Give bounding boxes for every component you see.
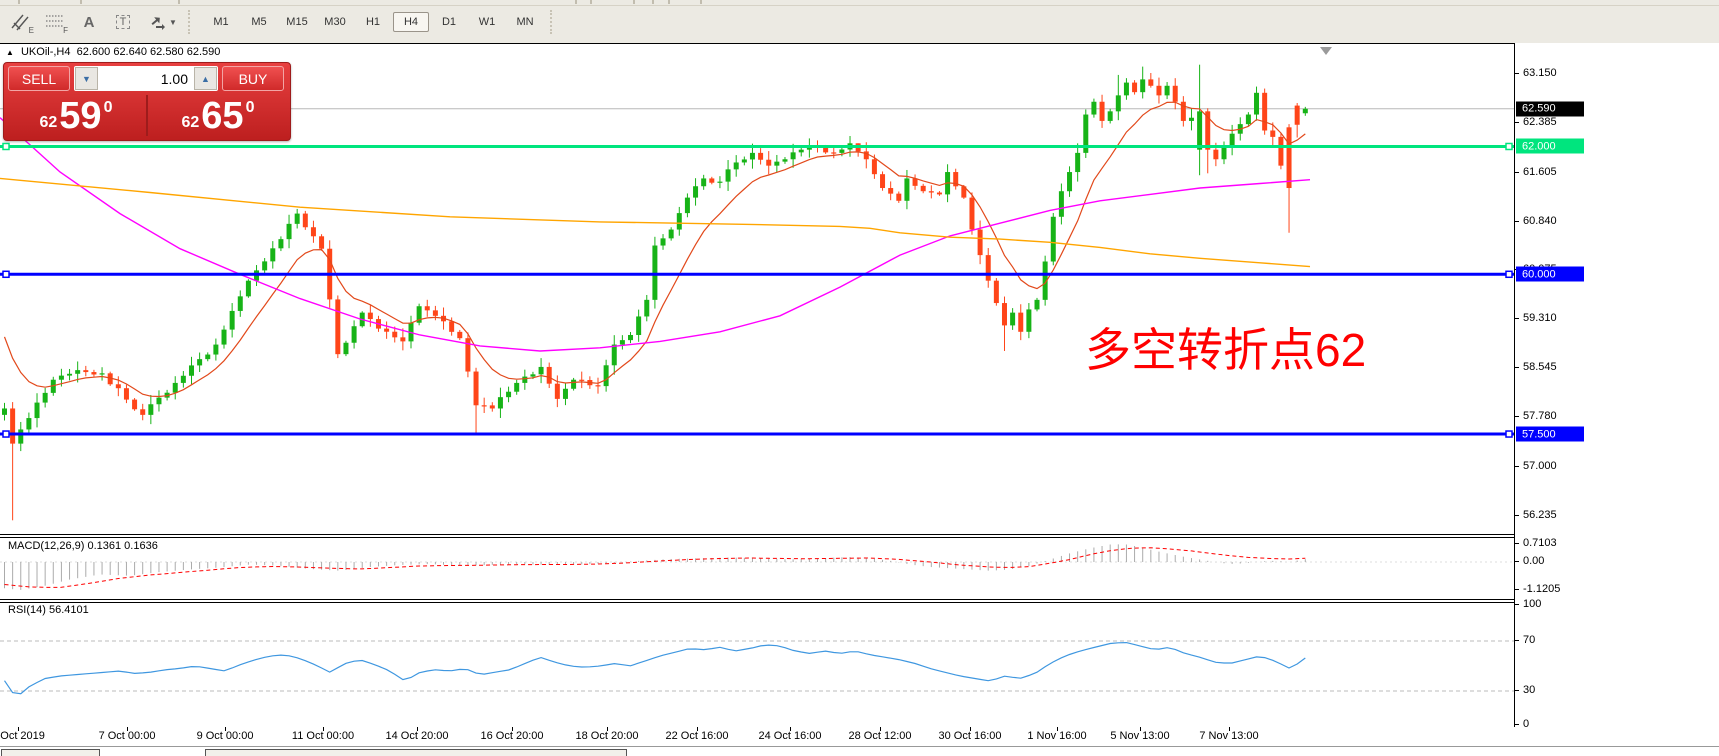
time-tick-label: 9 Oct 00:00 [196,730,254,742]
one-click-trade-panel: SELL ▼ ▲ BUY 62 59 0 62 65 0 [3,62,291,141]
buy-button[interactable]: BUY [222,66,284,91]
rsi-tick: 70 [1523,634,1536,646]
chevron-down-icon: ▼ [169,17,177,27]
time-tick-label: 11 Oct 00:00 [291,730,355,742]
price-tick: 58.545 [1523,361,1557,374]
toolbar: E F A T ▼ M1 M5 M15 M30 H1 H4 D1 W1 MN [0,6,1719,38]
sell-button[interactable]: SELL [8,66,70,91]
time-tick-label: 5 Nov 13:00 [1110,730,1170,742]
chart-tab[interactable] [1,749,100,756]
price-tick: 56.235 [1523,508,1557,521]
fibonacci-icon[interactable]: F [46,15,68,35]
volume-input[interactable] [98,67,194,90]
chart-annotation-text[interactable]: 多空转折点62 [1085,324,1367,376]
rsi-panel[interactable] [0,602,1514,728]
buy-price-big: 65 [201,94,244,137]
time-tick-label: 1 Nov 16:00 [1027,730,1087,742]
price-tick: 60.840 [1523,214,1557,227]
buy-quote[interactable]: 62 65 0 [148,93,288,138]
macd-tick: -1.1205 [1523,583,1561,595]
quote-divider [146,95,148,136]
chart-shift-marker[interactable] [1320,47,1332,55]
price-axis[interactable]: 63.15062.38561.60560.84060.07559.31058.5… [1514,43,1719,746]
timeframe-button-m5[interactable]: M5 [251,16,267,28]
timeframe-button-m30[interactable]: M30 [324,16,346,28]
sell-price-prefix: 62 [39,113,58,131]
time-tick-label: 18 Oct 20:00 [575,730,639,742]
toolbar-separator [550,10,558,34]
volume-stepper: ▼ ▲ [74,66,218,91]
time-tick-label: 3 Oct 2019 [0,730,45,742]
time-tick-label: 14 Oct 20:00 [385,730,449,742]
time-tick-label: 16 Oct 20:00 [480,730,544,742]
timeframe-buttons: M1 M5 M15 M30 H1 H4 D1 W1 MN [202,12,544,32]
macd-tick: 0.00 [1523,555,1545,567]
panel-splitter[interactable] [0,534,1514,538]
arrow-style-icon[interactable]: ▼ [144,10,182,34]
macd-panel[interactable] [0,537,1514,599]
buy-price-sup: 0 [245,98,255,116]
timeframe-button-mn[interactable]: MN [516,16,534,28]
chart-window[interactable]: ▲ UKOil-,H4 62.600 62.640 62.580 62.590 … [0,43,1514,756]
text-label-icon[interactable]: A [83,13,95,31]
timeframe-button-h4[interactable]: H4 [393,12,429,32]
timeframe-button-m15[interactable]: M15 [286,16,308,28]
ohlc-values: 62.600 62.640 62.580 62.590 [76,46,221,58]
panel-splitter[interactable] [0,599,1514,603]
time-tick-label: 7 Nov 13:00 [1199,730,1259,742]
time-axis[interactable]: 3 Oct 2019 7 Oct 00:00 9 Oct 00:00 11 Oct 0… [0,727,1719,746]
timeframe-button-m1[interactable]: M1 [213,16,229,28]
sell-quote[interactable]: 62 59 0 [6,93,146,138]
volume-decrease-button[interactable]: ▼ [75,67,98,90]
bottom-tab-strip [0,746,1719,756]
price-badge-62.590: 62.590 [1516,101,1584,117]
collapse-arrow-icon[interactable]: ▲ [6,48,14,57]
symbol-period-label: UKOil-,H4 [20,46,71,58]
macd-label: MACD(12,26,9) 0.1361 0.1636 [8,540,158,552]
price-tick: 62.385 [1523,115,1557,128]
textbox-icon[interactable]: T [110,10,136,34]
time-tick-label: 30 Oct 16:00 [938,730,1002,742]
sell-price-big: 59 [59,94,102,137]
timeframe-button-w1[interactable]: W1 [478,16,496,28]
rsi-tick: 100 [1523,598,1542,610]
price-badge-62.000: 62.000 [1516,138,1584,154]
time-tick-label: 28 Oct 12:00 [848,730,912,742]
price-badge-60.000: 60.000 [1516,266,1584,282]
rsi-tick: 0 [1523,718,1530,730]
main-chart[interactable] [0,44,1514,534]
price-badge-57.500: 57.500 [1516,426,1584,442]
price-tick: 63.150 [1523,67,1557,79]
chart-title: ▲ UKOil-,H4 62.600 62.640 62.580 62.590 [6,46,220,58]
timeframe-button-h1[interactable]: H1 [365,16,381,28]
toolbar-separator [188,10,196,34]
chart-tab[interactable] [205,749,627,756]
price-tick: 57.780 [1523,410,1557,423]
timeframe-button-d1[interactable]: D1 [441,16,457,28]
rsi-label: RSI(14) 56.4101 [8,604,89,616]
price-tick: 59.310 [1523,312,1557,325]
time-tick-label: 22 Oct 16:00 [665,730,729,742]
equidistant-channel-icon[interactable]: E [8,10,34,35]
rsi-tick: 30 [1523,684,1536,696]
time-tick-label: 7 Oct 00:00 [98,730,156,742]
time-tick-label: 24 Oct 16:00 [758,730,822,742]
sell-price-sup: 0 [103,98,113,116]
price-tick: 57.000 [1523,459,1557,472]
price-tick: 61.605 [1523,165,1557,178]
buy-price-prefix: 62 [181,113,200,131]
macd-tick: 0.7103 [1523,537,1557,550]
top-toolbar-sliver [0,0,1719,6]
volume-increase-button[interactable]: ▲ [194,67,217,90]
